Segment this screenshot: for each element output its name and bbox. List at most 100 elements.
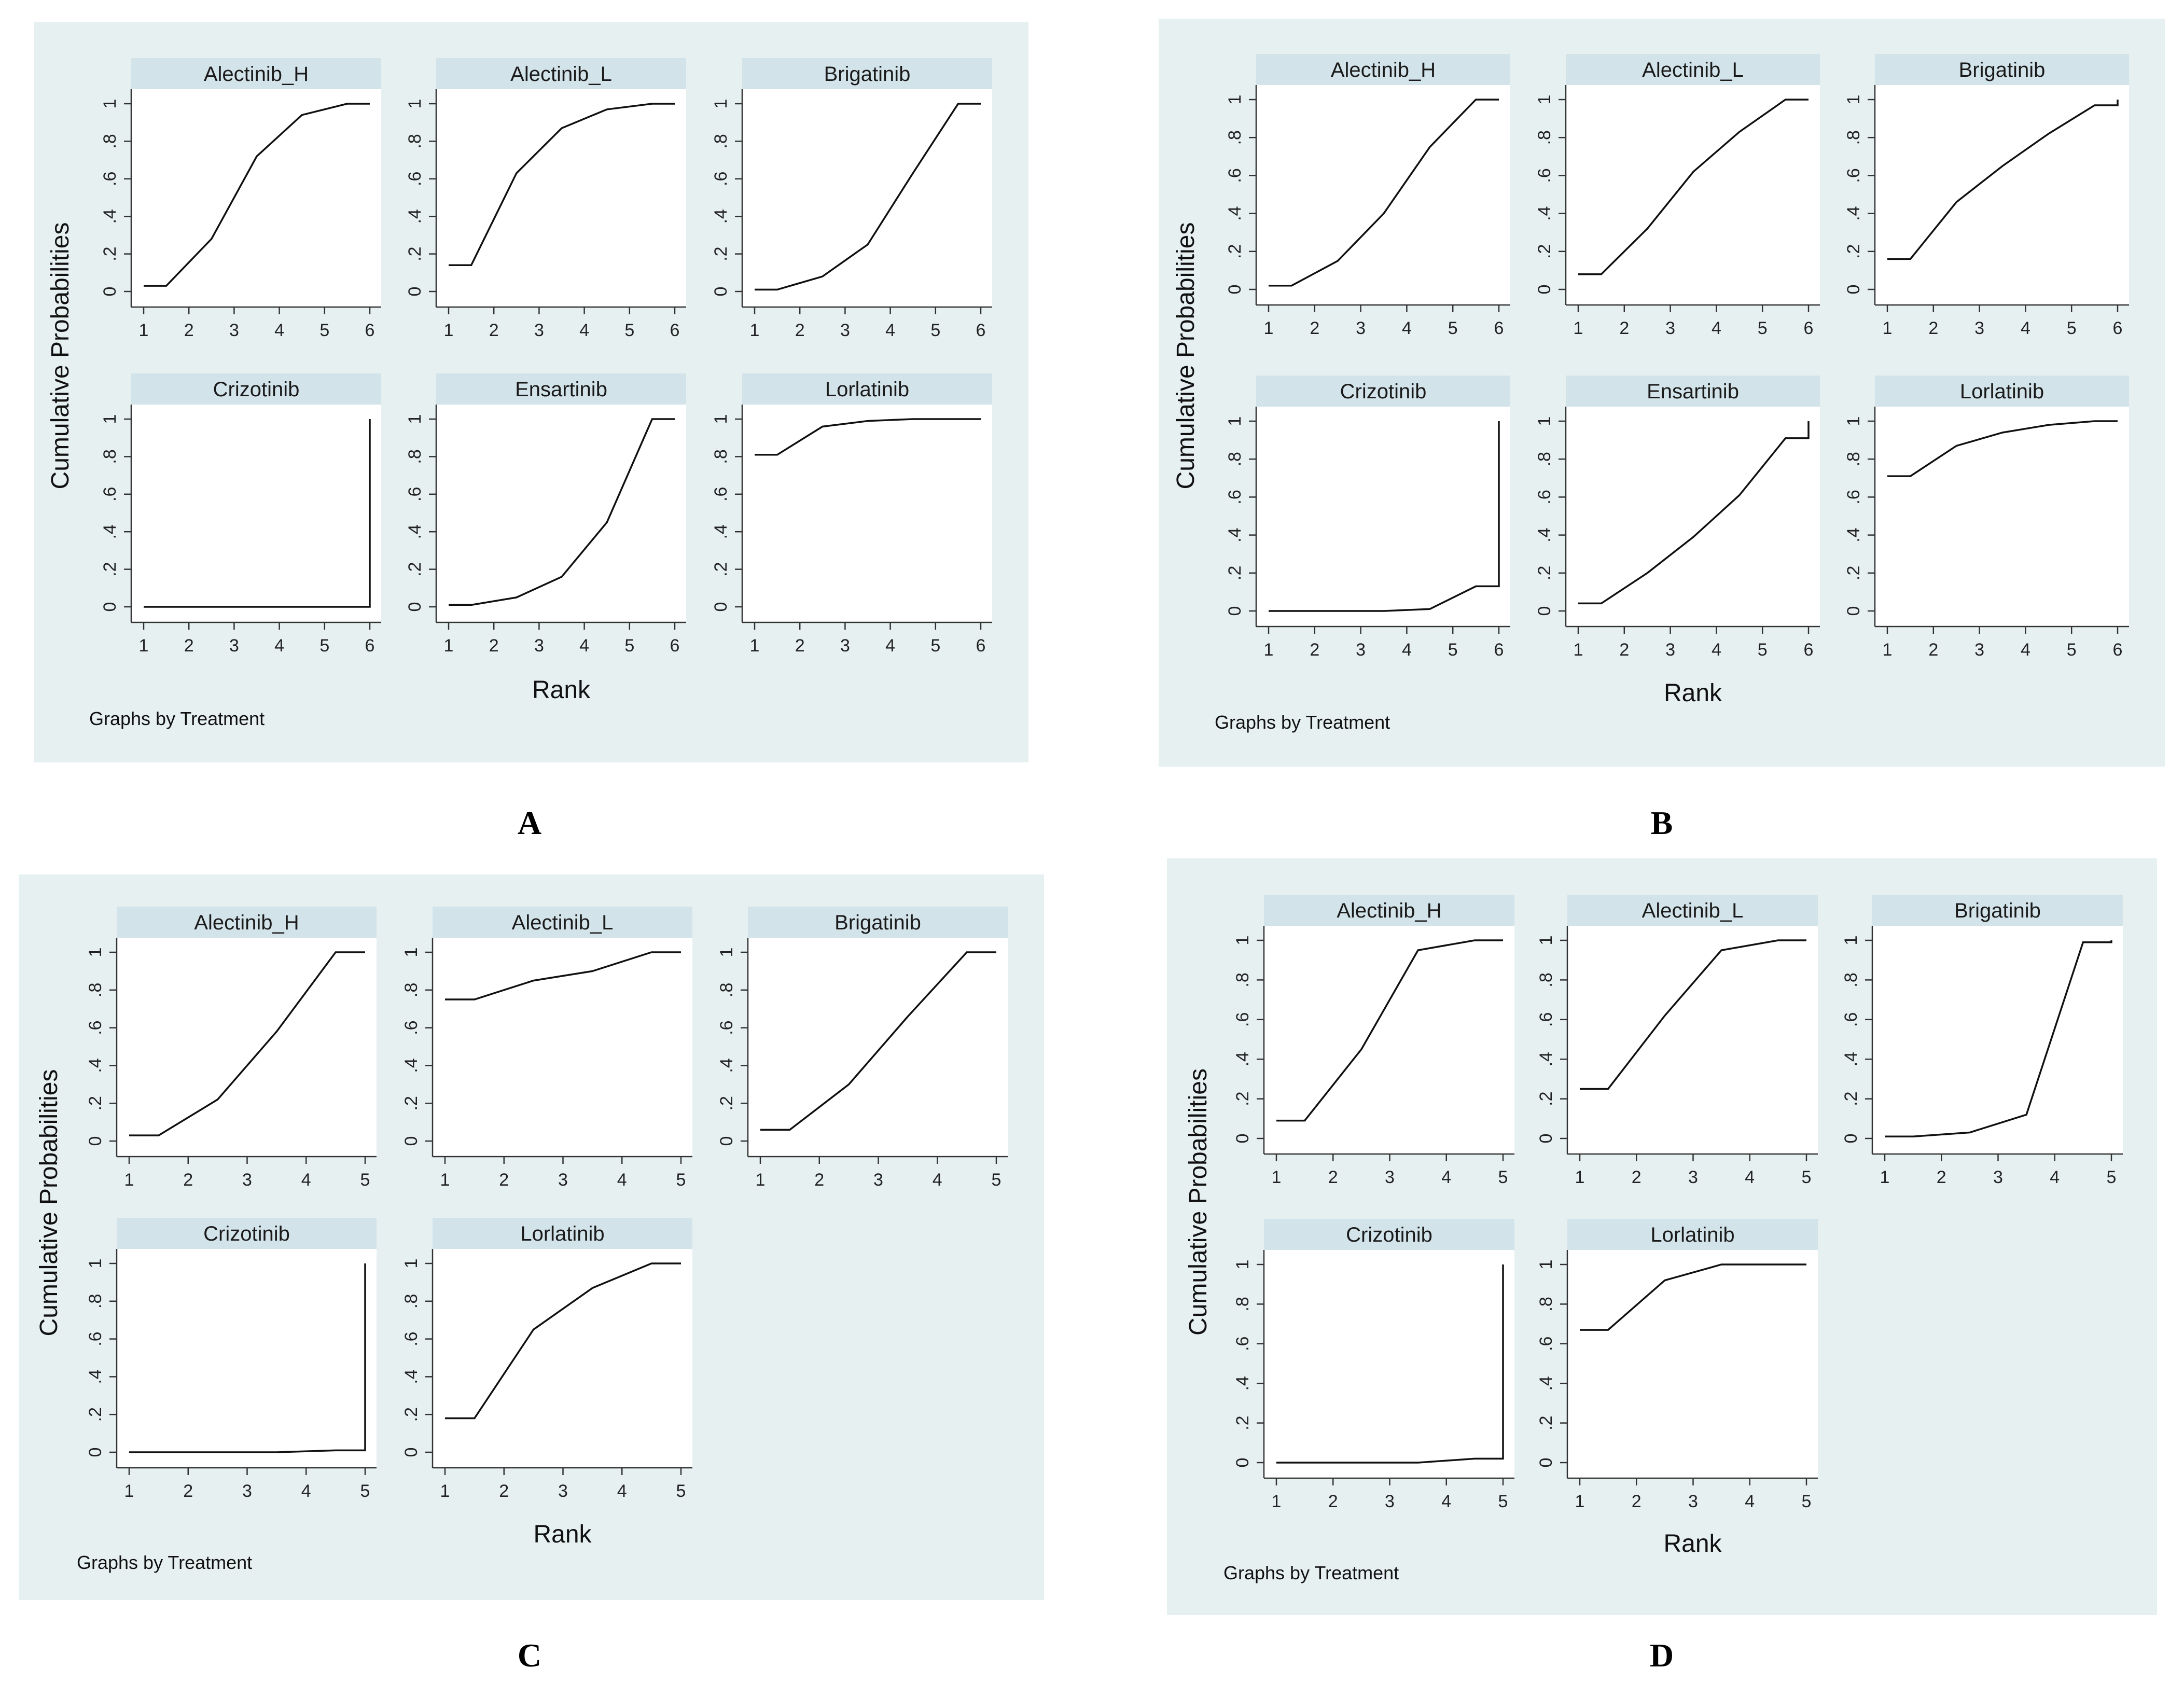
y-tick-label: .2	[1233, 1091, 1253, 1106]
subplot-title: Alectinib_L	[1642, 899, 1744, 922]
subplot-alectinib_l: Alectinib_L 0 .2 .4 .6 .8 1 1 2 3 4 5 6	[405, 58, 686, 340]
subplot-header	[433, 907, 692, 938]
subplot-title: Brigatinib	[1954, 899, 2041, 922]
y-tick-label: .8	[711, 134, 731, 148]
y-tick-label: .2	[405, 562, 425, 576]
x-tick-label: 4	[274, 636, 284, 656]
plot-area	[1875, 85, 2129, 305]
x-tick-label: 3	[534, 321, 544, 340]
y-tick-label: .2	[1233, 1415, 1253, 1430]
y-tick-label: 1	[100, 99, 120, 109]
y-tick-label: 1	[86, 1259, 105, 1269]
series-line-alectinib_h	[1269, 99, 1499, 287]
x-tick-label: 2	[1632, 1492, 1642, 1511]
figure-panel-A: Alectinib_H 0 .2 .4 .6 .8 1 1 2 3 4 5 6 Alectinib_L 0.…	[34, 22, 1028, 841]
y-tick-label: .6	[1844, 168, 1863, 183]
subplot-header	[1567, 1219, 1818, 1250]
series-line-ensartinib	[1578, 421, 1810, 605]
y-tick-label: .8	[86, 1294, 105, 1309]
y-tick-label: .4	[1225, 206, 1245, 220]
subplot-header	[1256, 376, 1510, 407]
panel-letter: D	[1650, 1637, 1674, 1674]
y-tick-label: .2	[1536, 1091, 1556, 1106]
y-tick-label: .4	[717, 1058, 736, 1073]
subplot-brigatinib: Brigatinib 0 .2 .4 .6 .8 1 1 2 3 4 5	[1841, 895, 2123, 1187]
x-tick-label: 2	[1310, 640, 1319, 660]
y-tick-label: .8	[1844, 452, 1863, 466]
subplot-title: Lorlatinib	[825, 378, 909, 401]
y-tick-label: 1	[1225, 416, 1245, 426]
x-tick-label: 5	[624, 321, 634, 340]
x-tick-label: 5	[1448, 318, 1458, 338]
series-line-lorlatinib	[445, 1262, 681, 1420]
y-tick-label: 0	[1844, 285, 1863, 295]
plot-area	[433, 1249, 692, 1468]
y-tick-label: .6	[1536, 1337, 1556, 1351]
x-tick-label: 4	[885, 636, 895, 656]
y-tick-label: 0	[1536, 1134, 1556, 1144]
y-tick-label: .8	[1841, 972, 1861, 987]
y-tick-label: .4	[1233, 1376, 1253, 1391]
plot-area	[1566, 407, 1820, 627]
plot-area	[117, 938, 377, 1157]
y-tick-label: 0	[1536, 1458, 1556, 1468]
y-tick-label: .4	[1536, 1052, 1556, 1066]
y-tick-label: .6	[100, 487, 120, 502]
x-tick-label: 2	[1310, 318, 1319, 338]
subplot-title: Ensartinib	[1647, 380, 1739, 403]
y-axis-title: Cumulative Probabilities	[47, 223, 74, 490]
y-tick-label: 0	[1841, 1134, 1861, 1144]
y-tick-label: 1	[711, 99, 731, 109]
x-tick-label: 2	[1928, 318, 1938, 338]
subplot-title: Lorlatinib	[1650, 1224, 1734, 1246]
y-tick-label: 0	[86, 1136, 105, 1146]
subplot-title: Alectinib_L	[512, 911, 614, 934]
subplot-header	[436, 58, 686, 89]
x-tick-label: 4	[301, 1481, 311, 1501]
y-tick-label: .6	[1844, 490, 1863, 504]
plot-area	[1264, 1250, 1514, 1478]
x-tick-label: 2	[183, 1481, 193, 1501]
subplot-header	[131, 58, 381, 89]
y-tick-label: .8	[86, 983, 105, 997]
y-tick-label: .2	[100, 246, 120, 261]
x-axis-title: Rank	[1664, 679, 1722, 707]
series-line-alectinib_l	[445, 951, 681, 1000]
x-tick-label: 1	[1272, 1492, 1282, 1511]
x-tick-label: 6	[1804, 640, 1814, 660]
plot-area	[1875, 407, 2129, 627]
y-tick-label: .8	[1535, 452, 1554, 466]
x-tick-label: 3	[534, 636, 544, 656]
x-tick-label: 4	[617, 1170, 627, 1190]
subplot-header	[1566, 376, 1820, 407]
y-tick-label: .6	[1233, 1337, 1253, 1351]
y-tick-label: .2	[86, 1407, 105, 1422]
y-tick-label: .2	[401, 1096, 421, 1110]
x-tick-label: 1	[444, 321, 454, 340]
y-tick-label: .4	[86, 1369, 105, 1384]
y-tick-label: .6	[1841, 1012, 1861, 1027]
y-tick-label: 0	[711, 287, 731, 297]
x-tick-label: 1	[139, 321, 149, 340]
x-tick-label: 3	[1385, 1167, 1395, 1187]
series-line-lorlatinib	[755, 418, 981, 456]
plot-area	[1567, 1250, 1818, 1478]
x-tick-label: 3	[1974, 318, 1984, 338]
x-tick-label: 5	[676, 1170, 686, 1190]
y-tick-label: 1	[1233, 936, 1253, 946]
x-tick-label: 2	[1632, 1167, 1642, 1187]
y-tick-label: .6	[1536, 1012, 1556, 1027]
panel-letter: B	[1651, 804, 1673, 841]
x-axis-title: Rank	[533, 1521, 592, 1548]
y-tick-label: 0	[711, 602, 731, 612]
x-tick-label: 5	[360, 1481, 370, 1501]
y-tick-label: .6	[711, 487, 731, 502]
y-tick-label: .8	[1536, 1297, 1556, 1311]
y-tick-label: .2	[1841, 1091, 1861, 1106]
figure-panel-C: Alectinib_H 0 .2 .4 .6 .8 1 1 2 3 4 5 Alectinib_L 0 .2…	[19, 874, 1044, 1674]
x-tick-label: 5	[2067, 640, 2077, 660]
x-axis-title: Rank	[532, 676, 591, 704]
x-tick-label: 6	[670, 636, 680, 656]
subplot-header	[433, 1218, 692, 1249]
